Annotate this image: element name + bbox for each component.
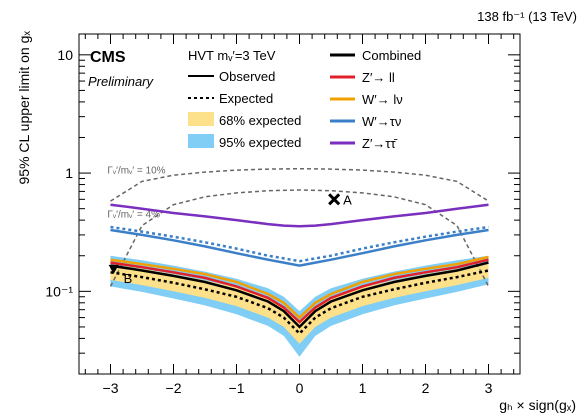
x-axis-title: gₕ × sign(gₓ) (499, 397, 576, 413)
x-tick-label: 2 (422, 380, 430, 396)
y-tick-label: 10⁻¹ (45, 283, 73, 299)
legend-band68-swatch (188, 112, 214, 126)
y-tick-label: 10 (57, 47, 73, 63)
annotation-b: B (124, 271, 133, 286)
legend-zll: Z′→ ll (362, 70, 395, 85)
legend-ztautau: Z′→ττ̄ (362, 136, 398, 151)
series-lines (110, 203, 489, 336)
width-curve-1 (109, 189, 490, 287)
legend-wtaunu: W′→τν (362, 114, 401, 129)
marker-b-dot (110, 264, 117, 271)
series-expected-1 (110, 225, 489, 263)
y-axis-title: 95% CL upper limit on gₓ (16, 31, 32, 185)
x-tick-label: 0 (296, 380, 304, 396)
marker-a (328, 193, 341, 206)
legend-band68: 68% expected (219, 113, 301, 128)
legend-band95-swatch (188, 134, 214, 148)
legend-expected: Expected (219, 91, 273, 106)
legend-observed: Observed (219, 69, 275, 84)
legend-band95: 95% expected (219, 135, 301, 150)
series-observed-4 (110, 261, 489, 329)
y-tick-label: 1 (65, 165, 73, 181)
legend-model: HVT mᵥ′=3 TeV (188, 48, 276, 63)
width-curve-0 (110, 167, 489, 202)
series-observed-1 (110, 228, 489, 267)
legend-wlnu: W′→ lν (362, 92, 403, 107)
x-tick-label: −1 (229, 380, 245, 396)
annotation-a: A (343, 192, 352, 207)
series-expected-4 (110, 269, 489, 336)
x-tick-label: 3 (485, 380, 493, 396)
legend: HVT mᵥ′=3 TeV Observed Expected 68% expe… (188, 48, 421, 151)
width-curve-label-0: Γᵥ′/mᵥ′ = 10% (107, 165, 165, 176)
x-tick-label: 1 (359, 380, 367, 396)
x-tick-label: −3 (103, 380, 119, 396)
axis-ticks: −3 −2 −1 0 1 2 3 10⁻¹ 1 10 (45, 34, 520, 396)
lumi-label: 138 fb⁻¹ (13 TeV) (477, 9, 577, 24)
width-curves: Γᵥ′/mᵥ′ = 10% Γᵥ′/mᵥ′ = 4% (107, 165, 490, 287)
x-tick-label: −2 (166, 380, 182, 396)
legend-combined: Combined (362, 48, 421, 63)
series-observed-2 (110, 255, 489, 320)
annotations: AB (108, 192, 352, 286)
status-label: Preliminary (88, 74, 155, 89)
series-observed-3 (110, 258, 489, 324)
series-observed-0 (110, 203, 489, 228)
width-curve-label-1: Γᵥ′/mᵥ′ = 4% (107, 210, 160, 221)
experiment-label: CMS (90, 49, 126, 66)
